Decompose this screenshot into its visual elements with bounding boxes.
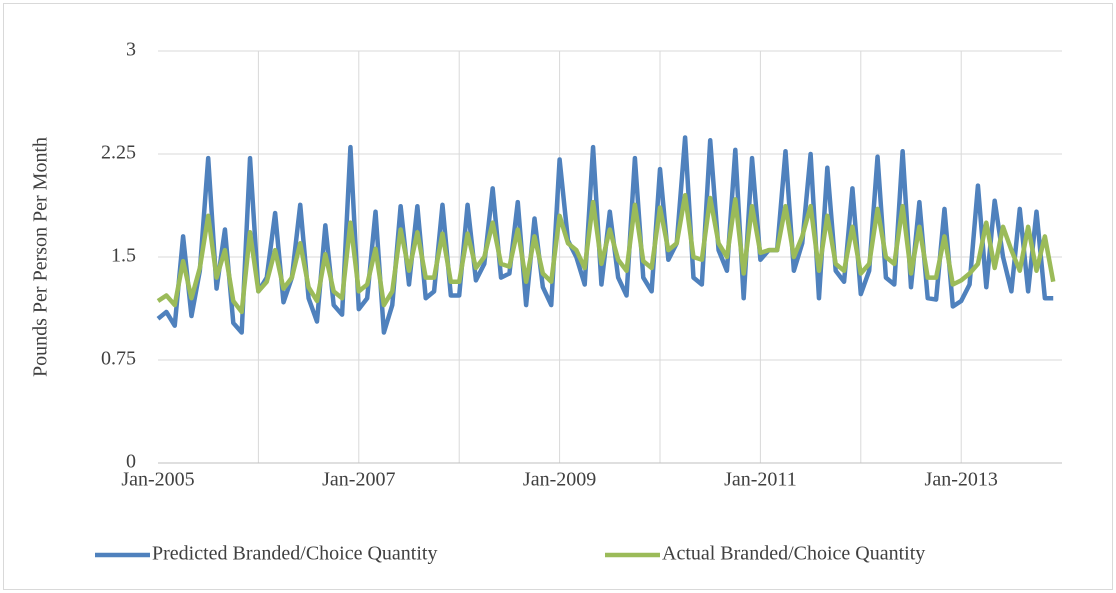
y-axis-label: Pounds Per Person Per Month	[30, 137, 52, 377]
x-tick-label: Jan-2009	[523, 469, 596, 491]
x-tick-label: Jan-2005	[121, 469, 194, 491]
legend-label: Predicted Branded/Choice Quantity	[152, 543, 437, 565]
x-tick-label: Jan-2007	[322, 469, 395, 491]
y-tick-label: 1.5	[111, 245, 136, 267]
series-line	[156, 192, 1056, 315]
x-tick-label: Jan-2013	[925, 469, 998, 491]
x-tick-label: Jan-2011	[724, 469, 797, 491]
y-tick-label: 3	[126, 39, 136, 61]
y-tick-label: 0	[126, 451, 136, 473]
legend-label: Actual Branded/Choice Quantity	[662, 543, 925, 565]
y-tick-label: 2.25	[101, 142, 136, 164]
y-tick-label: 0.75	[101, 348, 136, 370]
